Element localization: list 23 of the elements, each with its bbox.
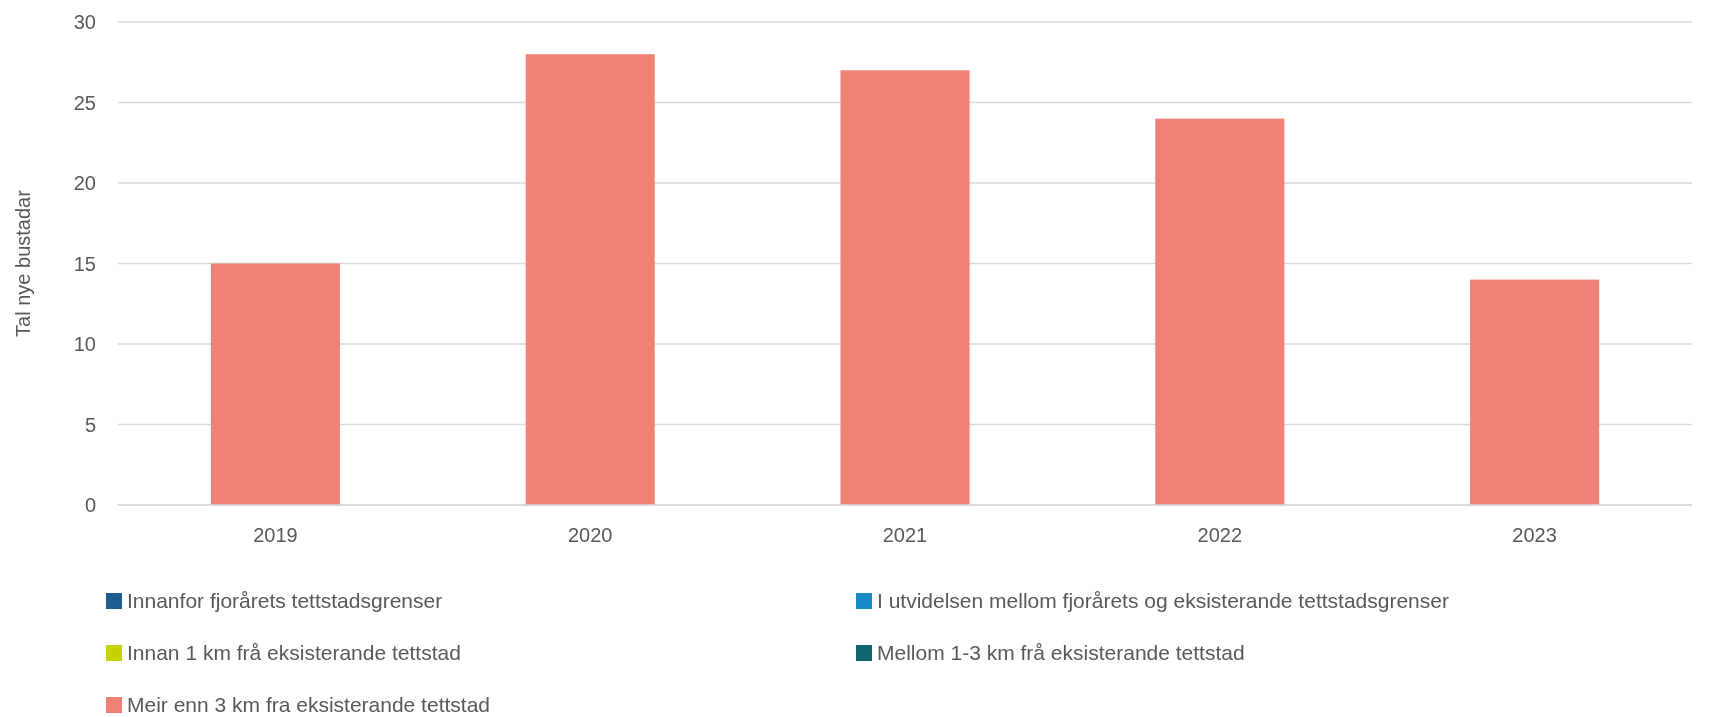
legend-label: I utvidelsen mellom fjorårets og eksisterande tettstadsgrenser [877,589,1449,613]
legend-label: Mellom 1-3 km frå eksisterande tettstad [877,641,1245,665]
x-tick-label: 2023 [1512,524,1557,546]
y-tick-label: 20 [73,172,96,194]
y-tick-label: 30 [73,11,96,33]
x-tick-label: 2020 [567,524,613,546]
legend-label: Innanfor fjorårets tettstadsgrenser [127,589,443,613]
bar [1470,279,1600,505]
bar [840,70,970,505]
legend-label: Meir enn 3 km fra eksisterande tettstad [127,693,490,717]
x-tick-label: 2022 [1197,524,1243,546]
bar [1155,118,1285,505]
y-tick-label: 0 [84,494,96,516]
y-tick-label: 25 [73,91,96,114]
bar [210,263,340,505]
x-tick-label: 2021 [882,524,928,546]
x-tick-label: 2019 [253,524,298,546]
y-tick-label: 5 [84,413,96,436]
bar [525,54,655,505]
y-tick-label: 10 [73,333,96,355]
y-axis-title: Tal nye bustadar [12,189,34,337]
y-tick-label: 15 [73,252,96,275]
legend-label: Innan 1 km frå eksisterande tettstad [127,641,461,665]
